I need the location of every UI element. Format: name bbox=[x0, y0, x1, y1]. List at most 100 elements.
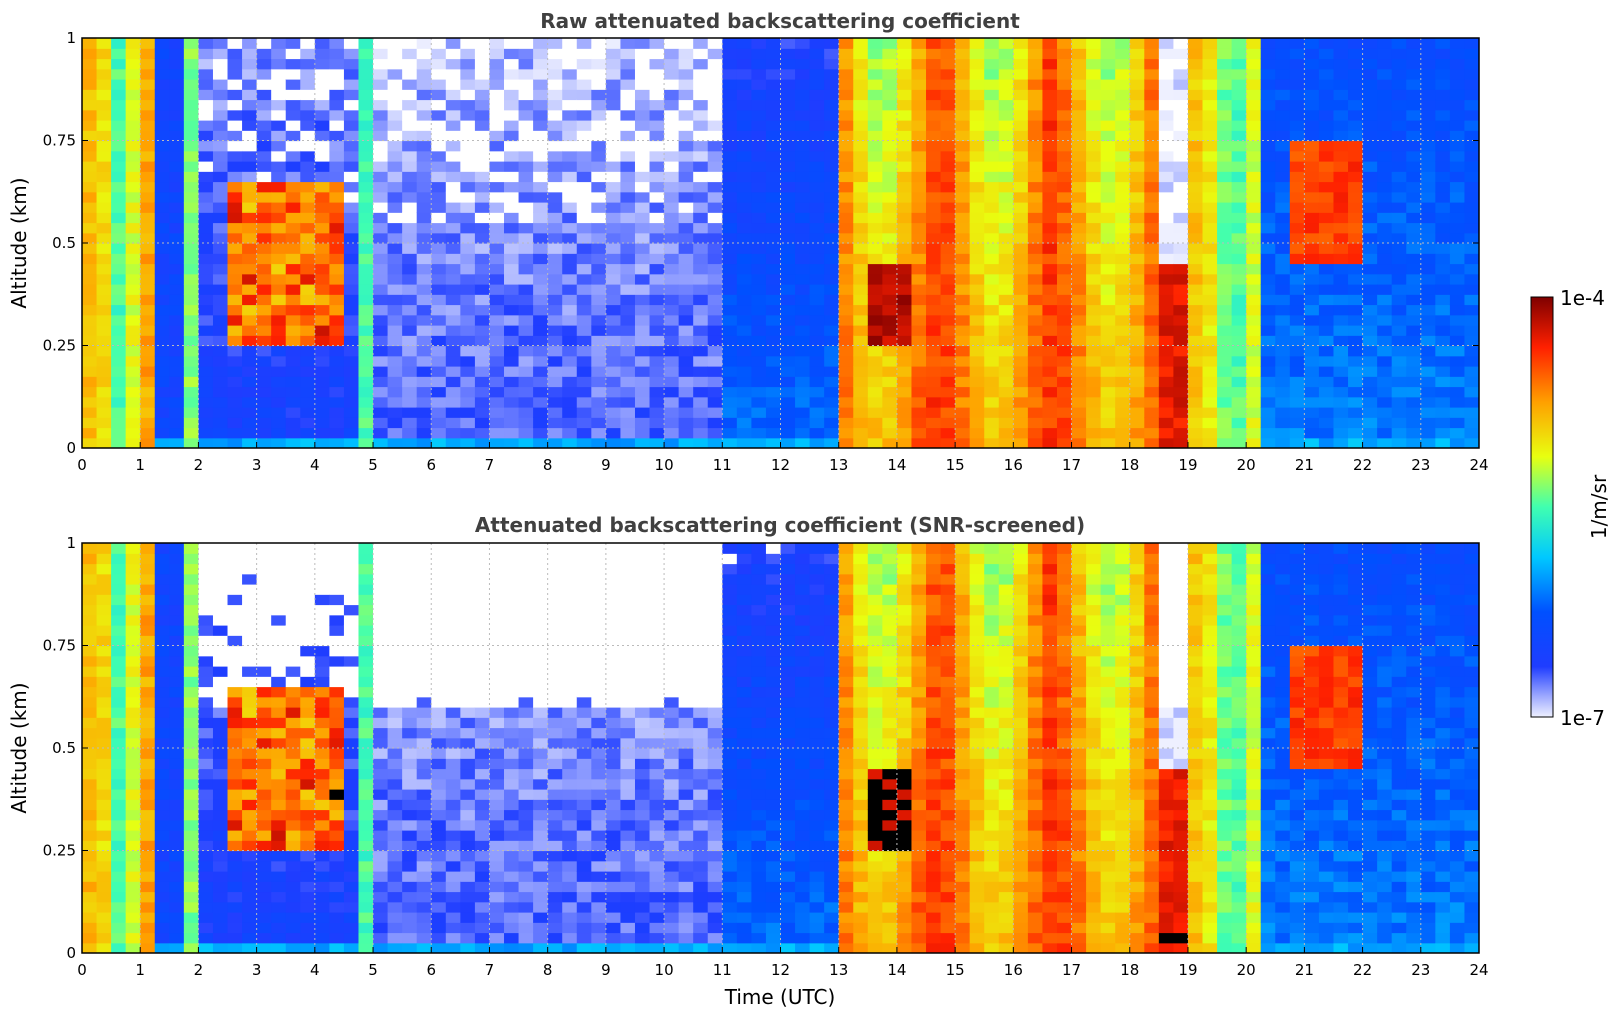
heatmap-cell bbox=[896, 140, 913, 152]
heatmap-cell bbox=[343, 881, 360, 893]
heatmap-cell bbox=[212, 809, 229, 821]
heatmap-cell bbox=[111, 871, 127, 882]
heatmap-cell bbox=[212, 314, 229, 326]
heatmap-cell bbox=[416, 871, 432, 882]
heatmap-cell bbox=[460, 840, 476, 852]
heatmap-cell bbox=[955, 222, 971, 234]
heatmap-cell bbox=[271, 881, 287, 893]
heatmap-cell bbox=[1348, 202, 1364, 213]
heatmap-cell bbox=[1275, 38, 1291, 49]
heatmap-cell bbox=[227, 563, 243, 575]
heatmap-cell bbox=[1420, 161, 1436, 172]
heatmap-cell bbox=[1158, 263, 1174, 275]
heatmap-cell bbox=[795, 68, 811, 80]
heatmap-cell bbox=[824, 304, 840, 316]
heatmap-cell bbox=[329, 932, 345, 944]
heatmap-cell bbox=[111, 758, 127, 770]
heatmap-cell bbox=[431, 604, 447, 616]
heatmap-cell bbox=[82, 294, 98, 306]
heatmap-cell bbox=[1377, 181, 1393, 193]
heatmap-cell bbox=[1449, 376, 1466, 388]
heatmap-cell bbox=[795, 58, 811, 70]
heatmap-cell bbox=[256, 191, 272, 203]
heatmap-cell bbox=[1260, 191, 1276, 203]
heatmap-cell bbox=[111, 645, 127, 657]
heatmap-cell bbox=[212, 830, 229, 841]
heatmap-cell bbox=[489, 130, 505, 142]
heatmap-cell bbox=[911, 58, 927, 70]
heatmap-cell bbox=[824, 284, 840, 295]
heatmap-cell bbox=[998, 345, 1014, 357]
heatmap-cell bbox=[242, 799, 258, 811]
heatmap-cell bbox=[911, 304, 927, 316]
heatmap-cell bbox=[373, 202, 389, 213]
heatmap-cell bbox=[1158, 253, 1174, 265]
heatmap-cell bbox=[969, 140, 985, 152]
heatmap-cell bbox=[1100, 48, 1116, 60]
heatmap-cell bbox=[183, 614, 200, 626]
heatmap-cell bbox=[373, 38, 389, 49]
heatmap-cell bbox=[1158, 191, 1174, 203]
heatmap-cell bbox=[1318, 130, 1335, 142]
heatmap-cell bbox=[82, 232, 98, 244]
heatmap-cell bbox=[591, 161, 607, 172]
heatmap-cell bbox=[96, 243, 112, 254]
heatmap-cell bbox=[169, 676, 185, 688]
heatmap-cell bbox=[1173, 273, 1189, 285]
heatmap-cell bbox=[649, 304, 665, 316]
heatmap-cell bbox=[1333, 68, 1349, 80]
heatmap-cell bbox=[576, 325, 592, 336]
heatmap-cell bbox=[1217, 48, 1233, 60]
heatmap-cell bbox=[882, 345, 898, 357]
heatmap-cell bbox=[533, 314, 549, 326]
heatmap-cell bbox=[1362, 243, 1378, 254]
heatmap-cell bbox=[242, 625, 258, 636]
heatmap-cell bbox=[1100, 222, 1116, 234]
heatmap-cell bbox=[300, 871, 316, 882]
heatmap-cell bbox=[809, 345, 825, 357]
heatmap-cell bbox=[634, 366, 651, 377]
heatmap-cell bbox=[926, 202, 942, 213]
heatmap-cell bbox=[285, 191, 301, 203]
heatmap-cell bbox=[314, 314, 330, 326]
heatmap-cell bbox=[605, 253, 622, 265]
heatmap-cell bbox=[1100, 314, 1116, 326]
heatmap-cell bbox=[518, 212, 534, 224]
heatmap-cell bbox=[329, 294, 345, 306]
heatmap-cell bbox=[1391, 130, 1407, 142]
heatmap-cell bbox=[329, 727, 345, 739]
heatmap-cell bbox=[256, 284, 272, 295]
heatmap-cell bbox=[780, 345, 796, 357]
heatmap-cell bbox=[1158, 232, 1174, 244]
heatmap-cell bbox=[212, 891, 229, 903]
heatmap-cell bbox=[1420, 38, 1436, 49]
heatmap-cell bbox=[387, 635, 403, 647]
heatmap-cell bbox=[212, 335, 229, 347]
heatmap-cell bbox=[547, 222, 563, 234]
heatmap-cell bbox=[343, 553, 360, 565]
heatmap-cell bbox=[358, 263, 374, 275]
heatmap-cell bbox=[460, 942, 476, 953]
heatmap-cell bbox=[1100, 171, 1116, 183]
heatmap-cell bbox=[402, 222, 418, 234]
heatmap-cell bbox=[504, 386, 520, 398]
heatmap-cell bbox=[373, 68, 389, 80]
heatmap-cell bbox=[314, 645, 330, 657]
heatmap-cell bbox=[1071, 48, 1087, 60]
heatmap-cell bbox=[1420, 99, 1436, 111]
heatmap-cell bbox=[343, 253, 360, 265]
heatmap-cell bbox=[693, 376, 709, 388]
heatmap-cell bbox=[300, 573, 316, 585]
heatmap-cell bbox=[445, 645, 461, 657]
heatmap-cell bbox=[343, 202, 360, 213]
heatmap-cell bbox=[1333, 150, 1349, 162]
heatmap-cell bbox=[474, 181, 491, 193]
heatmap-cell bbox=[1056, 314, 1073, 326]
heatmap-cell bbox=[402, 366, 418, 377]
heatmap-cell bbox=[838, 191, 854, 203]
heatmap-cell bbox=[1071, 150, 1087, 162]
heatmap-cell bbox=[896, 325, 913, 336]
heatmap-cell bbox=[111, 860, 127, 872]
heatmap-cell bbox=[445, 181, 461, 193]
heatmap-cell bbox=[1449, 345, 1466, 357]
